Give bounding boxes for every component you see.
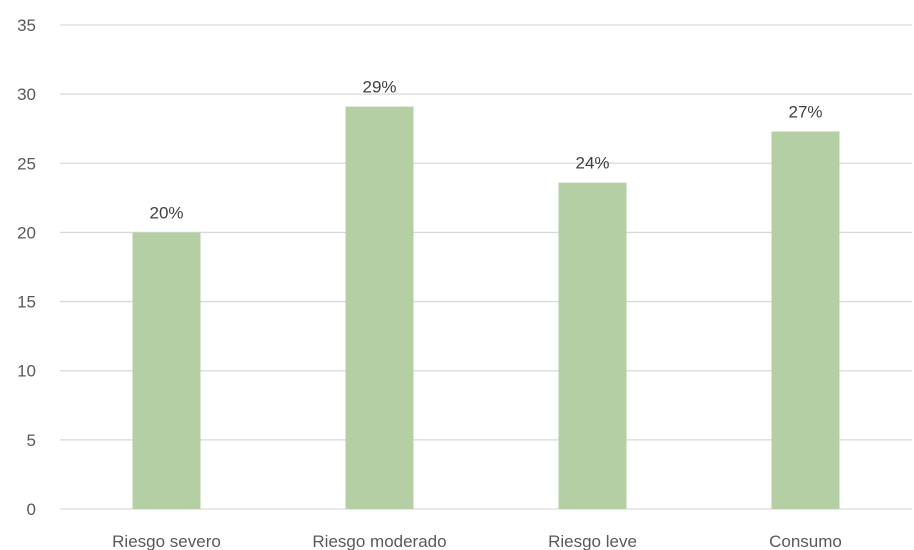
bar [345,106,414,510]
gridlines [60,24,912,510]
x-category-label: Riesgo moderado [312,532,446,550]
y-tick-label: 5 [27,431,36,450]
y-tick-label: 0 [27,500,36,519]
data-label: 29% [362,78,396,97]
bars [132,106,840,510]
y-tick-label: 25 [17,154,36,173]
data-label: 27% [788,102,822,121]
x-category-label: Riesgo severo [112,532,221,550]
y-tick-label: 10 [17,362,36,381]
y-tick-label: 35 [17,16,36,35]
bar [558,182,627,509]
y-tick-label: 30 [17,85,36,104]
data-labels: 20% 29% 24% 27% [149,78,822,223]
bar [132,232,201,509]
x-category-label: Consumo [769,532,842,550]
y-axis-tick-labels: 0 5 10 15 20 25 30 35 [17,16,36,519]
y-tick-label: 20 [17,223,36,242]
bar [771,131,840,510]
y-tick-label: 15 [17,293,36,312]
data-label: 24% [575,154,609,173]
data-label: 20% [149,203,183,222]
x-axis-category-labels: Riesgo severo Riesgo moderado Riesgo leve C… [112,532,842,550]
x-category-label: Riesgo leve [548,532,637,550]
